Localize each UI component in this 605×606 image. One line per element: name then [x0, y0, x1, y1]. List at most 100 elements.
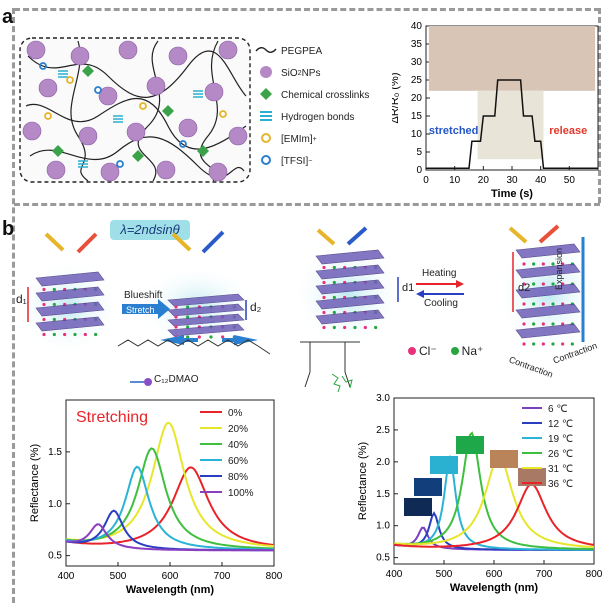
legend-entry: 0%: [228, 408, 243, 419]
x-tick-label: 20: [478, 175, 490, 186]
sio2-particle: [146, 76, 166, 96]
legend-entry: 31 ℃: [548, 464, 573, 475]
stretching-spectra-chart: 400 500 600 700 800 0.5 1.0 1.5 Wavelength (nm) R…: [29, 399, 283, 596]
expanded-layer: [515, 283, 581, 299]
color-swatch: [490, 450, 518, 468]
sio2-particle: [228, 126, 248, 146]
panel-divider: [14, 203, 600, 206]
d1-label: d₁: [16, 292, 27, 306]
sio2-particle: [208, 162, 228, 182]
ion-dot: [186, 325, 190, 329]
blueshift-label: Blueshift: [124, 290, 163, 301]
legend-entry: 100%: [228, 488, 254, 499]
x-tick-label: 600: [486, 569, 503, 580]
x-tick-label: 400: [386, 569, 403, 580]
ion-dot: [532, 342, 536, 346]
y-tick-label: 0.5: [48, 551, 62, 562]
color-swatch: [430, 456, 458, 474]
stretched-layer: [167, 293, 245, 307]
ion-dot: [532, 262, 536, 266]
d1-right-label: d1: [402, 282, 415, 294]
chloride-ion-item: Cl⁻: [408, 344, 437, 358]
color-swatch: [456, 436, 484, 454]
legend-row: SiO 2 NPs: [255, 62, 385, 84]
legend-row: Hydrogen bonds: [255, 106, 385, 128]
sodium-dot-icon: [450, 347, 459, 355]
legend-label: [TFSI]: [281, 155, 309, 167]
y-tick-label: 1.5: [48, 447, 62, 458]
legend-label: PEGPEA: [281, 45, 323, 57]
color-swatch: [404, 498, 432, 516]
y-tick-label: 25: [411, 75, 423, 86]
x-tick-label: 600: [162, 571, 179, 582]
ion-dot: [94, 332, 98, 337]
ion-dot: [551, 322, 555, 326]
sio2-particle: [46, 160, 66, 180]
ion-dot: [332, 310, 336, 315]
ion-dot: [174, 315, 178, 319]
ion-dot: [353, 325, 357, 330]
sio2-particle: [178, 118, 198, 138]
legend-entry: 12 ℃: [548, 419, 573, 430]
legend-tail: NPs: [301, 67, 321, 79]
ion-dot: [522, 282, 526, 286]
ion-dot: [522, 262, 526, 266]
legend-entry: 26 ℃: [548, 449, 573, 460]
spectrum-line: [393, 431, 594, 550]
ion-dot: [209, 335, 213, 339]
stretched-label: stretched: [429, 125, 479, 137]
release-label: release: [549, 125, 587, 137]
ion-dot: [186, 305, 190, 309]
spectrum-line: [393, 483, 595, 548]
c12dmao-label: C₁₂DMAO: [154, 374, 199, 385]
ion-dot: [332, 325, 336, 330]
d-markers: [27, 237, 585, 342]
ion-dot: [332, 295, 336, 300]
legend-entry: 40%: [228, 440, 248, 451]
crystal-layer: [35, 301, 105, 317]
ion-dot: [522, 322, 526, 326]
panel-a-top-border: [14, 8, 600, 11]
legend-superscript: −: [308, 157, 313, 165]
spectrum-line: [393, 454, 594, 551]
polymer-chain-icon: [255, 45, 277, 58]
ion-dot: [522, 302, 526, 306]
polymer-structure: [300, 341, 360, 388]
stretched-layer: [167, 323, 245, 337]
legend-row: PEGPEA: [255, 40, 385, 62]
y-axis-label: ΔR/R₀ (%): [392, 72, 401, 123]
x-tick-label: 400: [58, 571, 75, 582]
x-tick-label: 800: [586, 569, 603, 580]
legend-entry: 6 ℃: [548, 404, 568, 415]
y-axis-label: Reflectance (%): [29, 444, 41, 522]
ion-dot: [551, 342, 555, 346]
sio2-particle: [78, 126, 98, 146]
heating-label: Heating: [422, 268, 457, 279]
sio2-particle: [126, 122, 146, 142]
y-tick-label: 2.0: [376, 457, 390, 468]
sio2-particle: [38, 78, 58, 98]
heated-layer: [315, 309, 385, 325]
sio2-particle: [156, 160, 176, 180]
ion-dot: [551, 262, 555, 266]
sio2-particle: [100, 162, 120, 182]
ion-dot: [541, 282, 545, 286]
legend-subscript: 2: [297, 69, 302, 77]
x-axis-label: Wavelength (nm): [126, 584, 215, 596]
legend-entry: 60%: [228, 456, 248, 467]
tfsi-mark: [39, 62, 47, 70]
ion-dot: [63, 332, 67, 337]
c12dmao-chain: [117, 339, 259, 347]
panel-a-label: a: [2, 6, 14, 28]
left-border: [12, 8, 15, 603]
chloride-dot-icon: [408, 347, 416, 355]
ion-dot: [322, 265, 326, 270]
cooling-label: Cooling: [424, 298, 458, 309]
spectrum-line: [65, 466, 275, 547]
emim-mark: [139, 102, 147, 110]
sio2-particle: [168, 46, 188, 66]
legend-superscript: +: [312, 135, 317, 143]
color-swatch: [518, 468, 546, 486]
x-tick-label: 700: [536, 569, 553, 580]
ion-dot: [174, 305, 178, 309]
